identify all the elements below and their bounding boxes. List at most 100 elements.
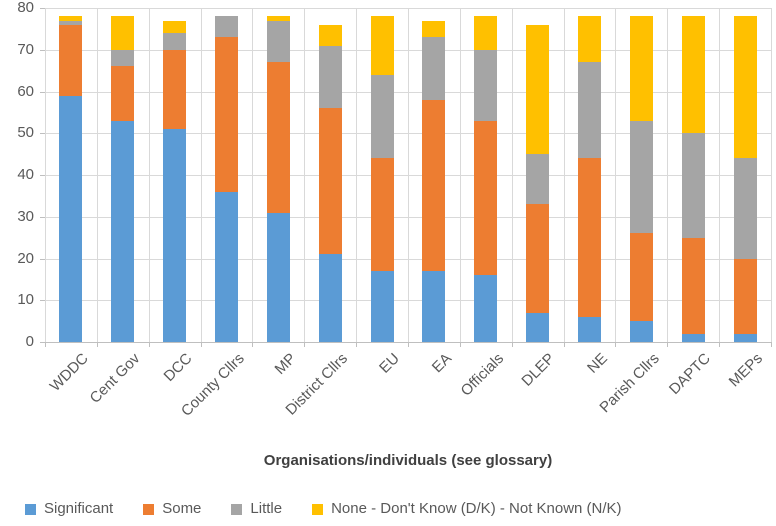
y-axis-tick bbox=[40, 133, 45, 135]
bar-segment bbox=[111, 16, 135, 50]
x-category-label: EU bbox=[376, 350, 404, 377]
bar-segment bbox=[733, 16, 757, 159]
bar-segment bbox=[370, 158, 394, 272]
bar-segment bbox=[318, 108, 342, 255]
y-axis-tick bbox=[40, 175, 45, 176]
y-axis-tick bbox=[40, 49, 45, 51]
bar-segment bbox=[474, 49, 498, 121]
bar-dlep bbox=[526, 8, 550, 342]
bar-dcc bbox=[163, 8, 187, 342]
legend-label: Significant bbox=[44, 500, 114, 517]
y-tick-label: 60 bbox=[17, 82, 34, 100]
legend-item: Significant bbox=[25, 500, 113, 518]
bar-segment bbox=[215, 16, 238, 38]
bar-segment bbox=[111, 120, 135, 342]
bar-segment bbox=[370, 16, 394, 75]
bar-segment bbox=[526, 204, 550, 313]
y-axis-tick bbox=[40, 216, 45, 218]
bar-eu bbox=[370, 8, 394, 342]
y-tick-label: 20 bbox=[17, 249, 34, 267]
bar-segment bbox=[422, 37, 446, 100]
bar-segment bbox=[163, 49, 187, 130]
bar-daptc bbox=[681, 8, 705, 342]
bar-segment bbox=[629, 321, 653, 342]
bar-segment bbox=[266, 212, 290, 342]
x-gridline bbox=[667, 8, 669, 342]
bar-segment bbox=[733, 258, 757, 334]
legend-item: None - Don't Know (D/K) - Not Known (N/K… bbox=[312, 500, 622, 518]
x-axis-tick bbox=[304, 342, 306, 347]
legend-swatch bbox=[231, 503, 243, 515]
bar-segment bbox=[629, 120, 653, 234]
legend-swatch bbox=[143, 503, 155, 515]
bar-segment bbox=[578, 316, 601, 342]
x-gridline bbox=[719, 8, 721, 342]
x-gridline bbox=[563, 8, 565, 342]
x-axis-tick bbox=[719, 342, 721, 347]
bar-segment bbox=[681, 133, 705, 238]
x-category-label: DAPTC bbox=[666, 350, 715, 398]
x-axis-title: Organisations/individuals (see glossary) bbox=[263, 452, 553, 469]
x-category-label: DLEP bbox=[518, 350, 559, 390]
bar-segment bbox=[163, 33, 187, 50]
bar-wddc bbox=[59, 8, 83, 342]
bar-district-cllrs bbox=[318, 8, 342, 342]
x-axis-tick bbox=[771, 342, 772, 347]
bar-segment bbox=[59, 20, 83, 25]
legend-swatch bbox=[25, 503, 36, 515]
bar-segment bbox=[526, 312, 550, 342]
x-axis-tick bbox=[356, 342, 358, 347]
bar-mp bbox=[266, 8, 290, 342]
x-gridline bbox=[304, 8, 306, 342]
bar-segment bbox=[629, 233, 653, 322]
bar-segment bbox=[59, 24, 83, 96]
x-axis-tick bbox=[252, 342, 254, 347]
bar-segment bbox=[266, 20, 290, 63]
bar-parish-cllrs bbox=[629, 8, 653, 342]
x-axis-tick bbox=[45, 342, 46, 347]
bar-county-cllrs bbox=[215, 8, 238, 342]
x-gridline bbox=[148, 8, 150, 342]
bar-segment bbox=[733, 333, 757, 342]
bar-segment bbox=[59, 95, 83, 342]
bar-segment bbox=[578, 158, 601, 317]
x-axis-tick bbox=[563, 342, 565, 347]
legend: Significant Some Little None - Don't Know (… bbox=[25, 500, 622, 518]
bar-segment bbox=[370, 271, 394, 342]
y-tick-label: 0 bbox=[25, 333, 34, 350]
bar-segment bbox=[578, 16, 601, 63]
bar-ea bbox=[422, 8, 446, 342]
legend-label: Little bbox=[250, 500, 283, 517]
y-axis-tick bbox=[40, 258, 45, 260]
x-gridline bbox=[615, 8, 617, 342]
y-axis-tick bbox=[40, 342, 45, 343]
bar-segment bbox=[474, 275, 498, 342]
y-tick-label: 50 bbox=[17, 124, 34, 142]
bar-segment bbox=[163, 129, 187, 342]
bar-segment bbox=[318, 24, 342, 46]
x-gridline bbox=[96, 8, 98, 342]
x-gridline bbox=[200, 8, 202, 342]
x-category-label: DCC bbox=[160, 350, 196, 386]
x-category-label: WDDC bbox=[46, 350, 92, 396]
legend-swatch bbox=[312, 503, 324, 515]
bar-segment bbox=[681, 333, 705, 342]
x-category-label: MP bbox=[271, 350, 300, 378]
x-gridline bbox=[252, 8, 254, 342]
bar-segment bbox=[578, 62, 601, 159]
bar-segment bbox=[111, 49, 135, 67]
legend-item: Little bbox=[231, 500, 282, 518]
x-axis-tick bbox=[148, 342, 150, 347]
bar-segment bbox=[681, 237, 705, 334]
bar-segment bbox=[215, 37, 238, 192]
bar-segment bbox=[111, 66, 135, 121]
x-axis-tick bbox=[459, 342, 461, 347]
bar-segment bbox=[681, 16, 705, 134]
x-axis-tick bbox=[615, 342, 617, 347]
y-axis-tick bbox=[40, 91, 45, 93]
x-category-label: EA bbox=[428, 350, 455, 377]
x-gridline bbox=[459, 8, 461, 342]
x-axis-tick bbox=[667, 342, 669, 347]
y-tick-label: 30 bbox=[17, 207, 34, 225]
